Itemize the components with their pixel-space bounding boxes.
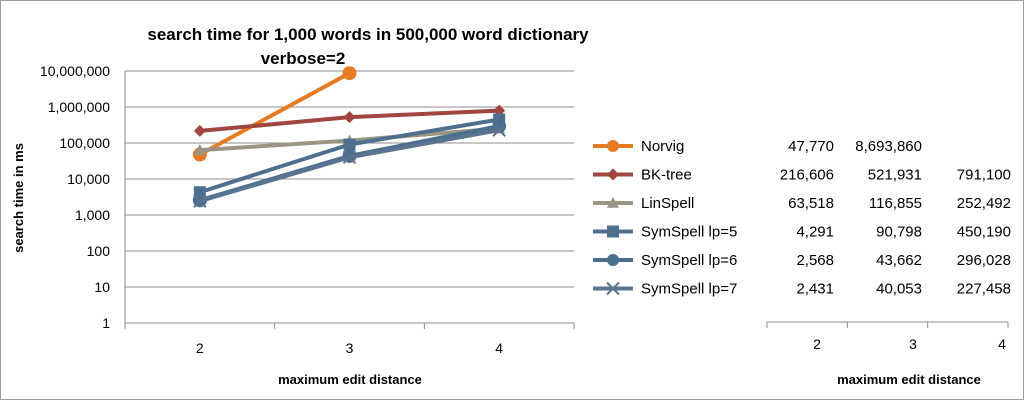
legend-entry-symspell-lp-5: SymSpell lp=5 — [641, 224, 737, 241]
legend-key-marker-symspell-lp-6 — [607, 254, 619, 266]
chart-title: search time for 1,000 words in 500,000 w… — [147, 25, 589, 44]
marker-x-stroke — [342, 150, 357, 165]
legend-entry-norvig: Norvig — [641, 138, 684, 155]
data-point — [342, 66, 357, 81]
legend-key-marker-bk-tree — [607, 168, 619, 181]
table-value: 116,855 — [869, 195, 922, 212]
legend-key-marker-symspell-lp-5 — [607, 225, 619, 238]
y-tick-label: 1,000,000 — [48, 99, 110, 115]
table-value: 791,100 — [957, 167, 1011, 184]
table-x-tick-label: 2 — [813, 336, 821, 352]
data-point — [193, 124, 206, 137]
legend-entry-linspell: LinSpell — [641, 195, 694, 212]
data-point — [343, 111, 356, 124]
table-value: 450,190 — [957, 224, 1011, 241]
y-tick-label: 100,000 — [59, 135, 110, 151]
y-tick-label: 10,000,000 — [40, 63, 110, 79]
y-tick-label: 1 — [102, 315, 110, 331]
legend-key-marker-norvig — [607, 140, 619, 152]
series-line-norvig — [197, 71, 352, 157]
y-tick-label: 100 — [87, 243, 111, 259]
x-tick-label: 4 — [495, 340, 503, 356]
chart-subtitle: verbose=2 — [261, 49, 346, 68]
data-point — [492, 123, 506, 137]
table-value: 521,931 — [868, 167, 922, 184]
table-value: 8,693,860 — [855, 138, 922, 155]
data-point — [343, 138, 356, 151]
table-value: 216,606 — [780, 167, 834, 184]
y-tick-label: 1,000 — [75, 207, 110, 223]
table-value: 2,431 — [796, 281, 834, 298]
x-tick-label: 2 — [196, 340, 204, 356]
table-value: 227,458 — [957, 281, 1011, 298]
x-tick-label: 3 — [346, 340, 354, 356]
y-axis-label: search time in ms — [11, 143, 26, 253]
table-value: 90,798 — [876, 224, 922, 241]
table-x-axis-label: maximum edit distance — [837, 372, 981, 387]
table-x-tick-label: 3 — [909, 336, 917, 352]
table-x-tick-label: 4 — [998, 336, 1006, 352]
table-value: 252,492 — [957, 195, 1011, 212]
table-value: 40,053 — [876, 281, 922, 298]
marker-x-stroke — [193, 194, 207, 208]
table-value: 47,770 — [788, 138, 834, 155]
legend-entry-symspell-lp-7: SymSpell lp=7 — [641, 281, 737, 298]
table-value: 43,662 — [876, 252, 922, 269]
table-value: 63,518 — [788, 195, 834, 212]
legend-key-marker-linspell — [607, 197, 619, 208]
legend-key-marker-symspell-lp-7 — [606, 281, 620, 296]
x-axis-label: maximum edit distance — [278, 372, 422, 387]
data-point — [193, 144, 206, 155]
legend-entry-bk-tree: BK-tree — [641, 167, 692, 184]
y-tick-label: 10,000 — [67, 171, 110, 187]
data-point — [193, 194, 207, 208]
table-value: 296,028 — [957, 252, 1011, 269]
data-point — [342, 150, 357, 165]
y-tick-label: 10 — [94, 279, 110, 295]
marker-x-stroke — [492, 123, 506, 137]
legend-entry-symspell-lp-6: SymSpell lp=6 — [641, 252, 737, 269]
table-value: 4,291 — [796, 224, 834, 241]
marker-x-stroke — [606, 281, 620, 296]
table-value: 2,568 — [796, 252, 834, 269]
